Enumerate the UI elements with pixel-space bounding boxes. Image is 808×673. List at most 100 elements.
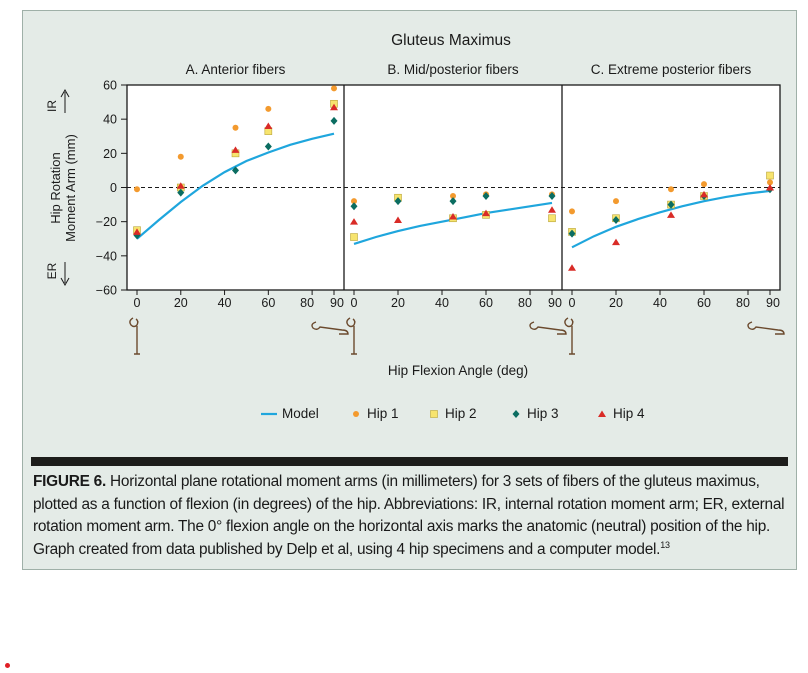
panel-title: A. Anterior fibers xyxy=(186,62,286,77)
hip4-point xyxy=(449,213,457,220)
hip1-point xyxy=(351,198,357,205)
hip-flexed-icon xyxy=(311,321,349,335)
hip2-point xyxy=(548,214,556,223)
chart-title: Gluteus Maximus xyxy=(391,32,511,49)
x-tick-label: 40 xyxy=(435,296,449,310)
hip4-point xyxy=(133,228,141,235)
hip4-point xyxy=(598,410,606,417)
legend-hip4-label: Hip 4 xyxy=(613,406,645,421)
x-tick-label: 90 xyxy=(330,296,344,310)
hip-flexed-icon xyxy=(529,321,567,335)
hip1-point xyxy=(701,181,707,188)
er-label: ER xyxy=(45,262,59,279)
y-tick-label: 60 xyxy=(103,79,117,93)
hip1-point xyxy=(331,85,337,92)
x-tick-label: 40 xyxy=(653,296,667,310)
x-tick-label: 20 xyxy=(609,296,623,310)
x-tick-label: 80 xyxy=(736,296,750,310)
hip3-point xyxy=(612,215,620,224)
panel-title: B. Mid/posterior fibers xyxy=(387,62,519,77)
legend-model-label: Model xyxy=(282,406,319,421)
hip3-point xyxy=(264,142,272,151)
x-tick-label: 60 xyxy=(697,296,711,310)
caption-reference: 13 xyxy=(660,539,670,550)
x-tick-label: 20 xyxy=(174,296,188,310)
y-tick-label: 20 xyxy=(103,147,117,161)
hip4-point xyxy=(548,206,556,213)
x-axis-label: Hip Flexion Angle (deg) xyxy=(388,363,528,378)
x-tick-label: 90 xyxy=(548,296,562,310)
hip2-point xyxy=(430,410,438,418)
x-tick-label: 0 xyxy=(569,296,576,310)
hip1-point xyxy=(177,153,184,160)
hip4-point xyxy=(766,184,774,191)
hip1-point xyxy=(613,198,619,205)
marker-dot xyxy=(5,663,10,668)
hip-neutral-icon xyxy=(564,317,575,355)
y-axis-label: Moment Arm (mm) xyxy=(63,134,78,242)
y-axis-label: Hip Rotation xyxy=(48,152,63,224)
hip4-point xyxy=(350,218,358,225)
ir-arrow-icon xyxy=(60,88,70,98)
hip1-point xyxy=(450,193,456,200)
hip4-point xyxy=(330,103,338,111)
legend-hip2-label: Hip 2 xyxy=(445,406,477,421)
x-tick-label: 80 xyxy=(518,296,532,310)
hip1-point xyxy=(134,186,140,193)
hip1-point xyxy=(232,124,239,131)
hip4-point xyxy=(568,264,576,271)
hip4-point xyxy=(482,209,490,217)
y-tick-label: 40 xyxy=(103,113,117,127)
x-tick-label: 80 xyxy=(300,296,314,310)
hip1-point xyxy=(569,208,575,215)
hip1-point xyxy=(767,179,773,186)
hip3-point xyxy=(449,197,457,206)
y-tick-label: −60 xyxy=(96,284,117,298)
x-tick-label: 60 xyxy=(479,296,493,310)
hip4-point xyxy=(667,211,675,218)
model-line xyxy=(571,189,771,249)
x-tick-label: 90 xyxy=(766,296,780,310)
hip3-point xyxy=(667,200,675,209)
hip4-point xyxy=(700,190,708,198)
hip-neutral-icon xyxy=(346,317,357,355)
hip3-point xyxy=(482,192,490,201)
caption-divider xyxy=(31,457,788,466)
hip3-point xyxy=(177,188,185,197)
hip-flexed-icon xyxy=(747,321,785,335)
x-tick-label: 60 xyxy=(261,296,275,310)
hip4-point xyxy=(264,122,273,129)
hip1-point xyxy=(668,186,674,193)
chart: Gluteus Maximus 60 40 20 0 −20 −40 −60 Hip Rotat… xyxy=(45,32,785,421)
hip3-point xyxy=(232,166,239,175)
hip3-point xyxy=(350,202,358,211)
y-tick-label: −40 xyxy=(96,249,117,263)
x-tick-label: 40 xyxy=(218,296,232,310)
hip4-point xyxy=(394,216,402,223)
x-tick-label: 0 xyxy=(134,296,141,310)
caption-text: Horizontal plane rotational moment arms … xyxy=(33,473,785,558)
panel-title: C. Extreme posterior fibers xyxy=(591,62,752,77)
hip3-point xyxy=(330,116,338,125)
y-tick-label: 0 xyxy=(110,181,117,195)
hip3-point xyxy=(394,197,402,206)
hip1-point xyxy=(265,105,272,112)
x-tick-label: 20 xyxy=(391,296,405,310)
y-tick-label: −20 xyxy=(96,215,117,229)
hip3-point xyxy=(548,192,556,201)
legend-hip1-label: Hip 1 xyxy=(367,406,399,421)
hip-neutral-icon xyxy=(129,317,140,355)
hip3-point xyxy=(512,410,520,418)
figure-caption: FIGURE 6. Horizontal plane rotational mo… xyxy=(33,471,785,561)
ir-label: IR xyxy=(45,100,59,112)
hip2-point xyxy=(766,171,774,180)
legend-hip3-label: Hip 3 xyxy=(527,406,559,421)
hip1-point xyxy=(353,411,359,417)
hip4-point xyxy=(176,182,185,189)
hip2-point xyxy=(350,233,358,241)
x-tick-label: 0 xyxy=(351,296,358,310)
er-arrow-icon xyxy=(60,277,70,287)
hip3-point xyxy=(568,229,576,238)
caption-label: FIGURE 6. xyxy=(33,473,107,490)
hip4-point xyxy=(612,238,620,246)
